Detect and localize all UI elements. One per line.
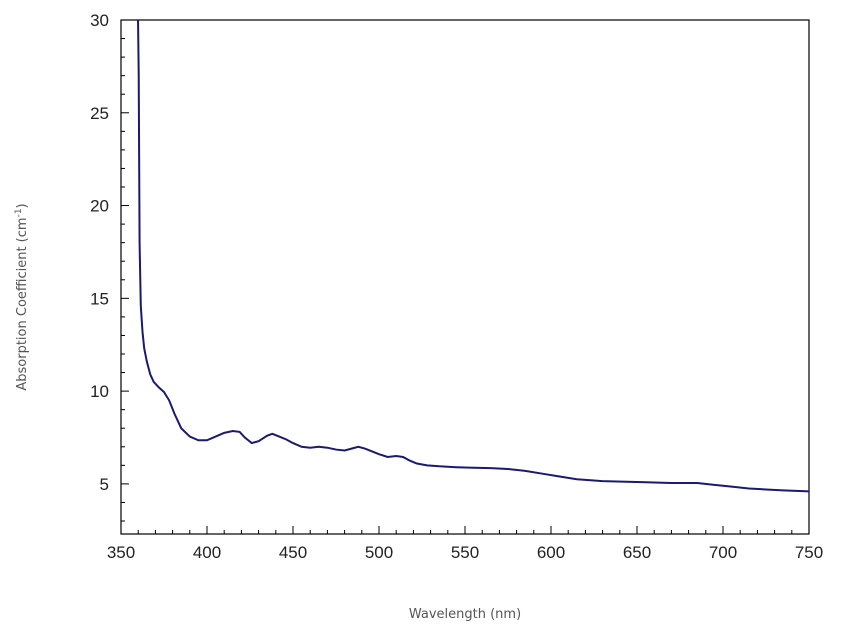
x-tick-label: 550 (451, 543, 479, 562)
y-tick-label: 5 (100, 475, 109, 494)
plot-frame (120, 19, 810, 535)
x-tick-label: 650 (623, 543, 651, 562)
absorption-series-line (137, 19, 810, 493)
y-axis-title-main: Absorption Coefficient (cm (15, 217, 30, 390)
y-tick-label: 15 (90, 289, 109, 308)
y-tick-label: 20 (90, 197, 109, 216)
y-axis-title-sup: -1 (14, 208, 24, 217)
x-tick-label: 450 (279, 543, 307, 562)
x-axis: 350 400 450 500 550 600 650 700 750 (107, 526, 823, 562)
x-tick-label: 700 (709, 543, 737, 562)
x-tick-label: 500 (365, 543, 393, 562)
x-tick-label: 350 (107, 543, 135, 562)
y-tick-label: 30 (90, 11, 109, 30)
y-tick-label: 10 (90, 382, 109, 401)
y-axis: 5 10 15 20 25 30 (90, 11, 129, 522)
y-axis-title-close: ) (15, 203, 30, 208)
x-axis-title: Wavelength (nm) (409, 607, 521, 622)
x-tick-label: 400 (193, 543, 221, 562)
x-tick-label: 750 (795, 543, 823, 562)
x-tick-label: 600 (537, 543, 565, 562)
y-tick-label: 25 (90, 104, 109, 123)
y-axis-title: Absorption Coefficient (cm-1) (14, 203, 30, 390)
